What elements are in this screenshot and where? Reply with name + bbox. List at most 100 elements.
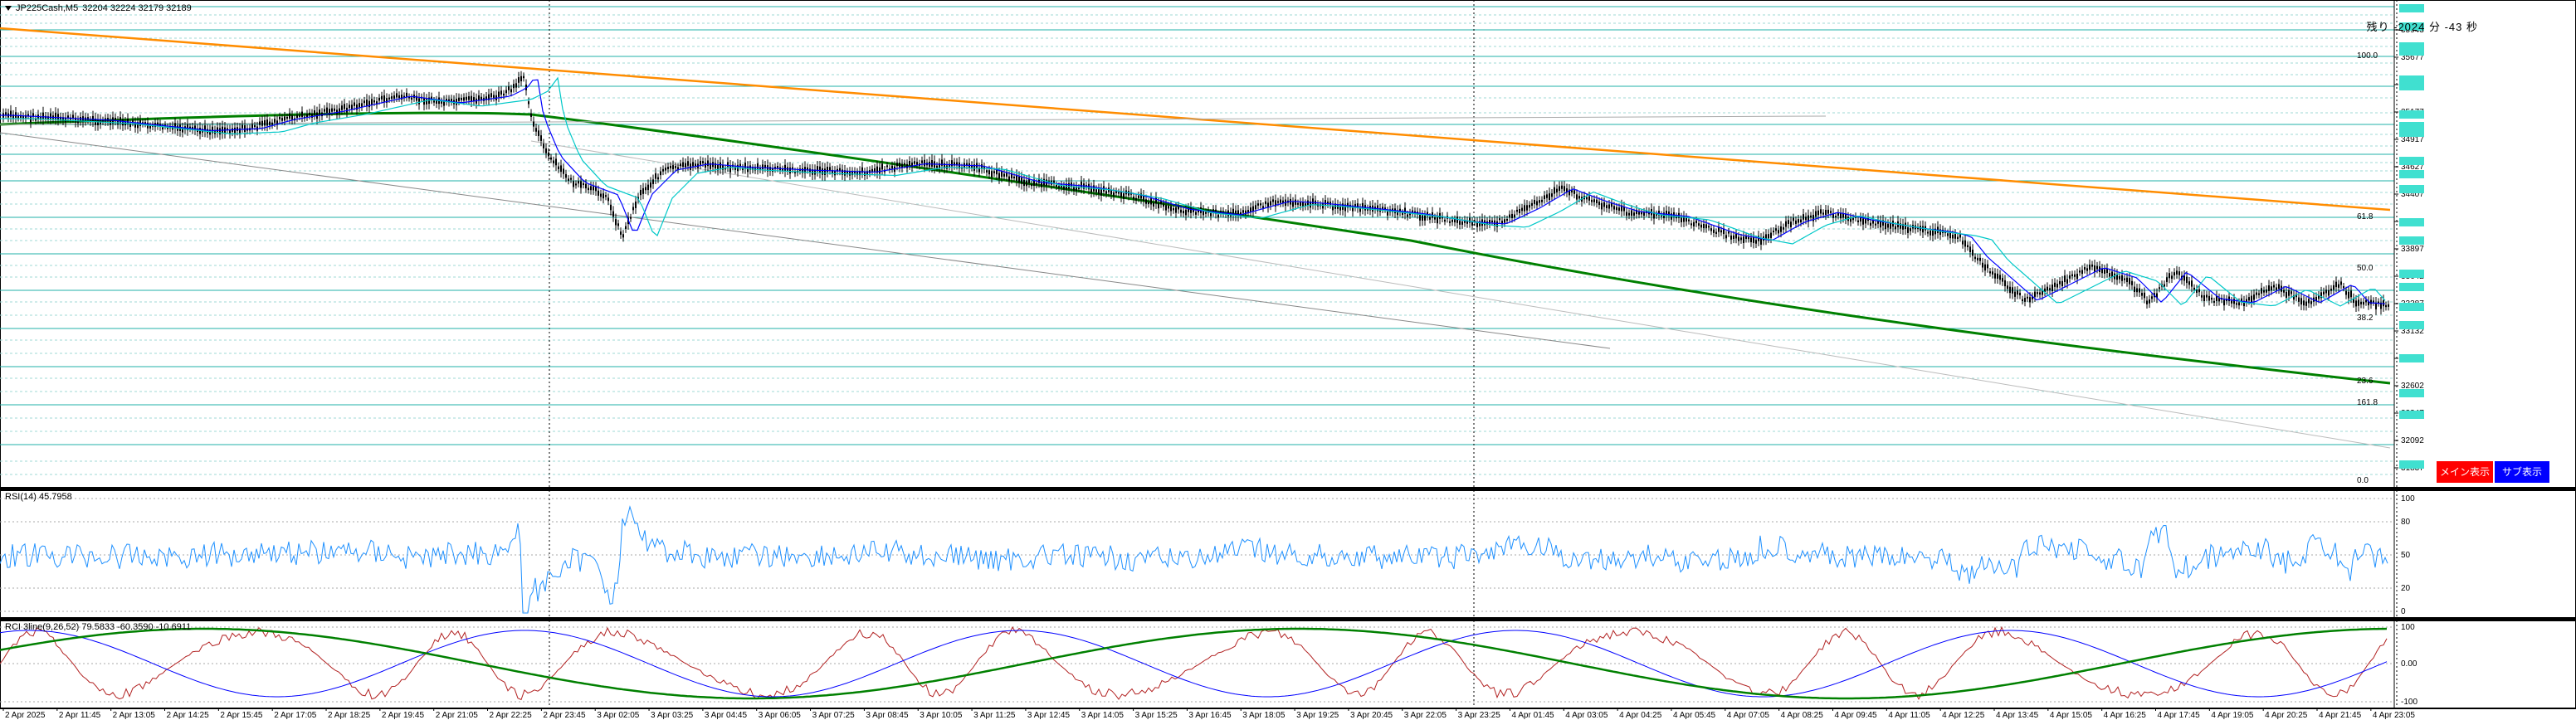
candle-body [1748, 236, 1749, 240]
candle-body [2328, 289, 2330, 296]
candle-body [2373, 300, 2374, 303]
candle-body [2206, 294, 2208, 298]
candle-body [598, 190, 599, 196]
candle-body [993, 171, 995, 173]
candle-body [75, 117, 76, 123]
candle-body [1708, 226, 1710, 228]
collapse-triangle-icon[interactable] [5, 6, 12, 12]
time-axis-label: 3 Apr 03:25 [651, 711, 694, 720]
candle-body [57, 114, 59, 120]
candle-body [1688, 219, 1690, 221]
time-axis-label: 3 Apr 06:05 [759, 711, 802, 720]
candle-body [560, 165, 562, 173]
candle-body [657, 177, 659, 180]
candle-body [792, 167, 793, 170]
candle-body [822, 168, 823, 175]
rci-chart-svg[interactable]: 100 0.00 -100 [0, 620, 2576, 709]
long-moving-average [0, 111, 2391, 385]
rsi-label: RSI(14) 45.7958 [5, 492, 72, 502]
candle-body [1805, 216, 1807, 221]
candle-body [306, 114, 308, 118]
candle-body [2081, 270, 2083, 275]
candle-body [1860, 216, 1861, 222]
candle-body [1078, 187, 1080, 190]
panel-separator[interactable] [0, 488, 2576, 490]
candle-body [1203, 210, 1204, 216]
price-axis-label: 32602 [2401, 382, 2424, 391]
candle-body [1384, 207, 1386, 210]
candle-body [891, 165, 893, 169]
candle-body [2370, 299, 2372, 304]
candle-body [378, 97, 380, 101]
candle-body [1327, 202, 1329, 205]
candle-body [1504, 219, 1505, 223]
candle-body [361, 103, 363, 107]
candle-body [433, 100, 435, 103]
candle-body [299, 114, 300, 117]
candle-body [1760, 238, 1762, 245]
candle-body [1845, 213, 1847, 219]
time-axis-label: 4 Apr 16:25 [2104, 711, 2147, 720]
candle-body [854, 171, 856, 174]
main-display-button[interactable]: メイン表示 [2437, 461, 2493, 483]
candle-body [276, 120, 278, 125]
candle-body [1840, 212, 1842, 219]
candle-body [149, 125, 151, 129]
candle-body [174, 123, 176, 129]
rsi-chart-svg[interactable]: 100 80 50 20 0 [0, 490, 2576, 618]
candle-body [157, 122, 159, 126]
candle-body [1865, 219, 1866, 224]
candle-body [254, 124, 256, 128]
rci-pane[interactable]: 100 0.00 -100 RCI 3line(9,26,52) 79.5833 -… [0, 620, 2576, 709]
candle-body [1357, 203, 1359, 208]
candle-body [2350, 290, 2352, 298]
candle-body [563, 168, 564, 174]
candle-body [92, 115, 94, 122]
price-axis-label: 32092 [2401, 436, 2424, 445]
candle-body [1180, 209, 1182, 213]
rci-mid-line [0, 630, 2388, 698]
candle-body [2144, 292, 2145, 299]
candle-body [588, 187, 589, 191]
candle-body [1641, 212, 1642, 215]
candle-body [655, 173, 656, 179]
candle-body [973, 164, 975, 171]
candle-body [1471, 221, 1473, 226]
candle-body [1098, 188, 1100, 195]
panel-separator[interactable] [0, 618, 2576, 620]
candle-body [1842, 213, 1844, 218]
candle-body [50, 113, 51, 119]
candle-body [10, 110, 12, 117]
sub-display-button[interactable]: サブ表示 [2495, 461, 2549, 483]
candle-body [291, 115, 293, 120]
candle-body [2318, 295, 2320, 299]
candle-body [1631, 210, 1632, 216]
candle-body [1539, 200, 1540, 203]
candle-body [2002, 278, 2003, 282]
candle-body [411, 97, 412, 100]
rci-label: RCI 3line(9,26,52) 79.5833 -60.3590 -10.… [5, 622, 192, 632]
candle-body [2256, 292, 2257, 295]
candle-body [700, 160, 701, 165]
candle-body [1469, 217, 1471, 223]
candle-body [461, 97, 462, 100]
candle-body [1235, 210, 1237, 216]
price-chart-svg[interactable]: 100.061.850.038.223.6161.80.035943356773… [0, 0, 2576, 488]
candle-body [2121, 275, 2123, 281]
candle-body [1205, 212, 1207, 214]
candle-body [505, 90, 507, 94]
candle-body [1907, 227, 1909, 233]
candle-body [1564, 186, 1565, 192]
candle-body [481, 96, 482, 100]
candle-body [1910, 228, 1911, 231]
candle-body [326, 107, 328, 113]
candle-body [331, 108, 333, 112]
candle-body [680, 163, 681, 167]
main-chart-pane[interactable]: 100.061.850.038.223.6161.80.035943356773… [0, 0, 2576, 488]
candle-body [1115, 191, 1117, 193]
rsi-pane[interactable]: 100 80 50 20 0 RSI(14) 45.7958 [0, 490, 2576, 618]
candle-body [1743, 236, 1744, 243]
candle-body [289, 113, 290, 119]
rsi-line [0, 505, 2388, 614]
candle-body [705, 163, 706, 168]
